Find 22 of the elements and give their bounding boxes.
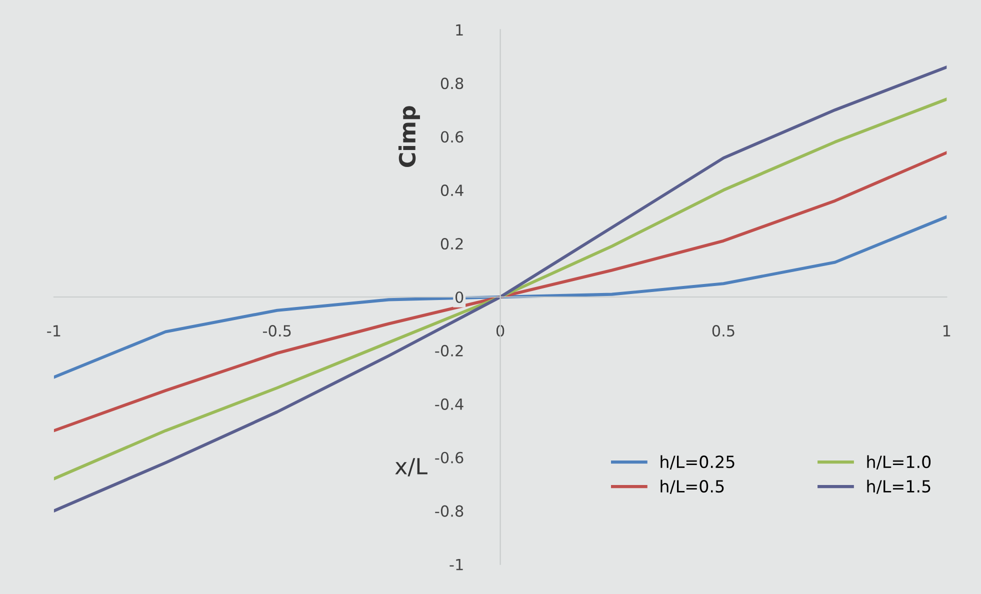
x-tick-label: 1	[943, 325, 950, 336]
y-tick-label: -0.4	[435, 398, 464, 410]
x-tick-label: 0	[496, 325, 504, 337]
y-tick-label: 1	[456, 24, 463, 36]
y-tick-label: 0.8	[440, 78, 464, 90]
y-tick-label: 0	[455, 291, 464, 304]
y-tick-label: 0.2	[440, 238, 463, 250]
legend-label: h/L=1.0	[867, 455, 931, 470]
x-tick-label: -0.5	[262, 325, 291, 337]
y-axis-title: Cimp	[398, 106, 420, 168]
x-axis-title: x/L	[395, 458, 428, 476]
y-tick-label: -0.2	[435, 344, 463, 356]
y-tick-label: 0.4	[440, 184, 464, 196]
y-tick-label: -1	[450, 558, 463, 570]
legend-label: h/L=0.5	[660, 480, 724, 494]
x-tick-label: 0.5	[712, 325, 734, 337]
legend-label: h/L=0.25	[660, 455, 734, 470]
x-tick-label: -1	[47, 325, 60, 336]
y-tick-label: -0.8	[435, 505, 464, 517]
y-tick-label: 0.6	[440, 131, 464, 143]
legend-label: h/L=1.5	[867, 480, 930, 494]
y-tick-label: -0.6	[435, 452, 464, 464]
